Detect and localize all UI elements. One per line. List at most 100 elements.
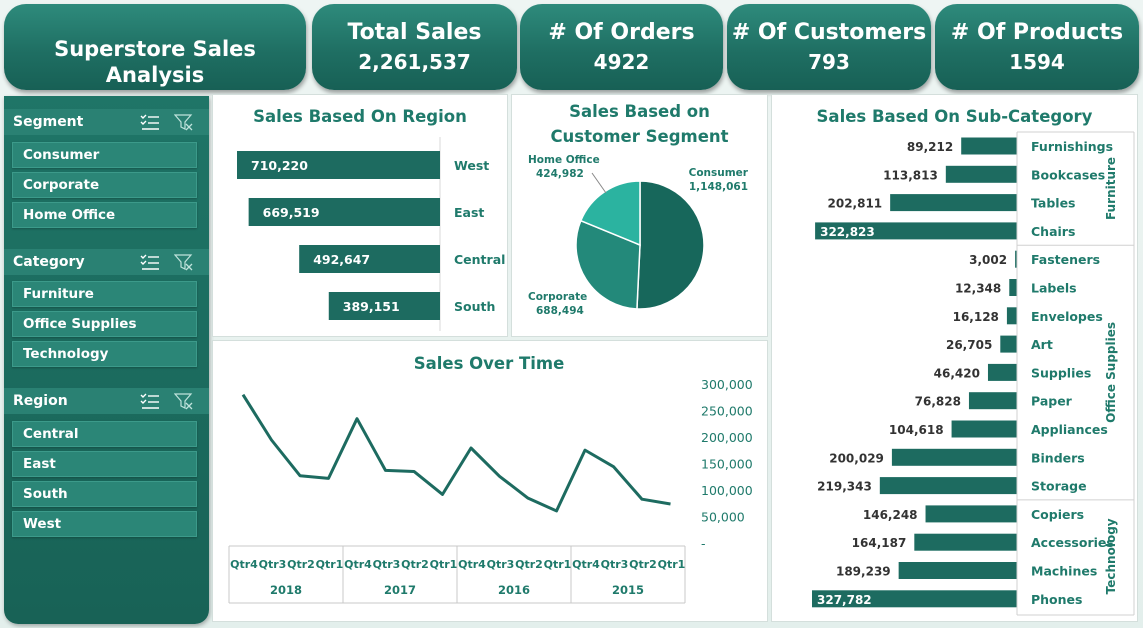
bar [812,590,1017,608]
category-label: Central [454,252,505,267]
kpi-title: # Of Products [950,20,1124,45]
bar [1015,250,1017,268]
x-tick-label: Qtr4 [572,558,600,571]
region-bar-chart: 710,220 West 669,519 East 492,647 Central 389,… [237,137,505,331]
data-label: 389,151 [343,299,400,314]
slicer-header: Region [4,388,209,414]
bar [925,505,1017,523]
data-label: 710,220 [251,158,308,173]
data-label: 3,002 [969,253,1007,267]
group-label: Office Supplies [1104,322,1118,423]
slicer-segment: Segment Consumer Corporate Home Office [4,109,209,228]
y-tick-label: 300,000 [701,377,753,392]
time-chart-panel: Sales Over Time 300,000 250,000 200,000 150… [212,340,768,622]
chart-title-line-2: Customer Segment [550,127,729,146]
region-chart-panel: Sales Based On Region 710,220 West 669,519… [212,94,508,337]
bar [898,562,1017,579]
x-group-label: 2017 [384,583,416,597]
kpi-value: 793 [808,50,850,74]
kpi-value: 4922 [593,50,650,74]
slicer-item-technology[interactable]: Technology [12,341,197,367]
slicer-title: Region [13,393,68,409]
slicer-item-central[interactable]: Central [12,421,197,447]
x-tick-label: Qtr2 [629,558,657,571]
pie-category-label: Consumer [689,167,749,179]
category-label: Chairs [1031,224,1075,239]
category-label: Storage [1031,479,1087,494]
clear-filter-icon[interactable] [174,253,194,271]
category-label: Bookcases [1031,167,1105,182]
pie-category-label: Corporate [528,291,587,303]
slicer-item-home-office[interactable]: Home Office [12,202,197,228]
y-tick-label: 200,000 [701,430,753,445]
category-label: Tables [1031,196,1076,211]
bar [968,392,1017,410]
multi-select-icon[interactable] [140,392,160,410]
x-tick-label: Qtr1 [544,558,572,571]
slicer-sidebar: Segment Consumer Corporate Home Office C… [4,96,209,624]
slicer-item-office-supplies[interactable]: Office Supplies [12,311,197,337]
data-label: 669,519 [263,205,320,220]
dashboard-title-tile: Superstore Sales Analysis [4,4,306,90]
data-label: 26,705 [946,338,992,352]
slicer-item-furniture[interactable]: Furniture [12,281,197,307]
slicer-item-consumer[interactable]: Consumer [12,142,197,168]
multi-select-icon[interactable] [140,113,160,131]
slicer-title: Category [13,254,85,270]
y-tick-label: 50,000 [701,510,745,525]
category-label: Phones [1031,592,1082,607]
kpi-customers: # Of Customers 793 [727,4,931,90]
category-label: Labels [1031,281,1077,296]
x-group-label: 2018 [270,583,302,597]
data-label: 146,248 [863,508,918,522]
leader-line [591,172,607,194]
x-tick-label: Qtr2 [401,558,429,571]
data-label: 200,029 [829,451,884,465]
category-label: Art [1031,337,1053,352]
data-label: 164,187 [852,536,907,550]
category-label: West [454,158,489,173]
clear-filter-icon[interactable] [174,113,194,131]
chart-title: Sales Based On Sub-Category [816,107,1093,126]
data-label: 46,420 [934,366,980,380]
x-group-label: 2015 [612,583,644,597]
x-tick-label: Qtr1 [658,558,686,571]
data-label: 89,212 [907,140,953,154]
chart-title: Sales Over Time [413,354,565,373]
multi-select-icon[interactable] [140,253,160,271]
x-tick-label: Qtr1 [430,558,458,571]
kpi-value: 2,261,537 [358,50,471,74]
data-label: 113,813 [883,168,938,182]
bar [328,292,440,320]
slicer-header: Category [4,249,209,275]
slicer-item-corporate[interactable]: Corporate [12,172,197,198]
bar [248,198,440,226]
data-label: 327,782 [817,593,872,607]
x-tick-label: Qtr3 [259,558,287,571]
kpi-orders: # Of Orders 4922 [520,4,723,90]
y-tick-label: - [701,536,706,551]
group-label: Technology [1104,518,1118,594]
slicer-region: Region Central East South West [4,388,209,537]
bar [237,151,440,179]
pie-slice [575,219,641,310]
segment-pie-chart: Consumer 1,148,061 Corporate 688,494 Home Of… [528,154,749,317]
data-label: 16,128 [953,310,999,324]
bar [945,165,1017,183]
slicer-item-south[interactable]: South [12,481,197,507]
segment-chart-panel: Sales Based on Customer Segment Consumer… [511,94,768,337]
bar [1009,279,1017,296]
clear-filter-icon[interactable] [174,392,194,410]
bar [879,477,1017,495]
bar [299,245,440,273]
kpi-title: Total Sales [347,20,482,45]
bar [1006,307,1017,325]
category-label: Copiers [1031,507,1084,522]
category-label: East [454,205,484,220]
bar [987,363,1017,381]
x-tick-label: Qtr3 [601,558,629,571]
slicer-item-west[interactable]: West [12,511,197,537]
slicer-item-east[interactable]: East [12,451,197,477]
kpi-title: # Of Customers [731,20,927,45]
data-label: 322,823 [820,225,875,239]
